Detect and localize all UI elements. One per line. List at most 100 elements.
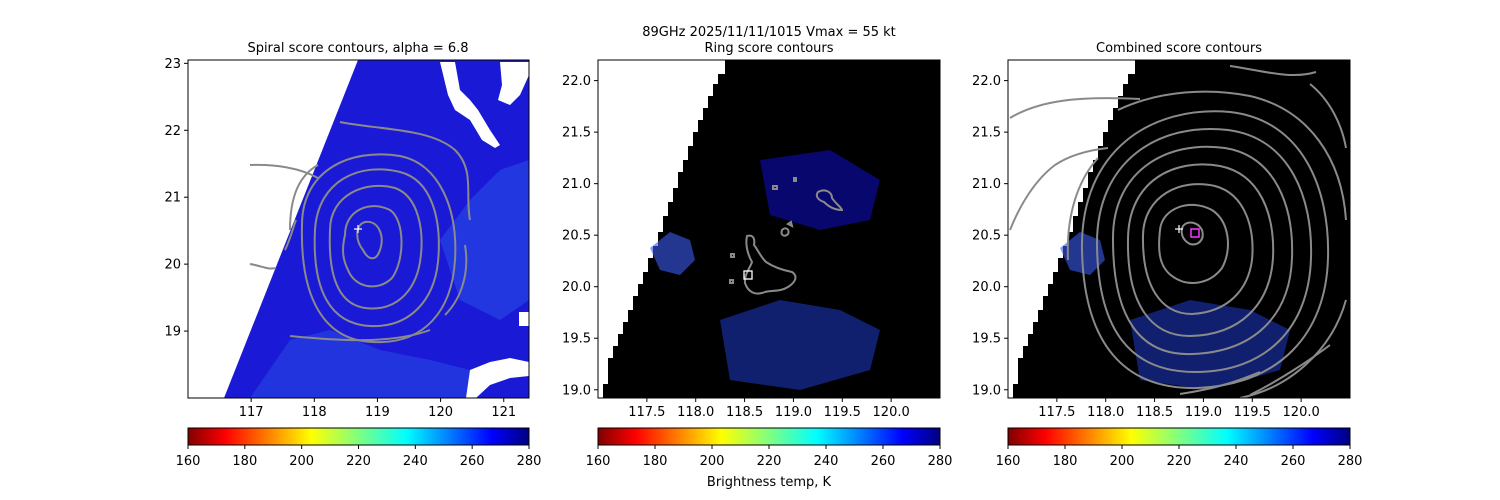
- x-tick-label: 117.5: [1038, 405, 1075, 420]
- combined-center-marker: [1190, 228, 1200, 238]
- contour-line: [1126, 163, 1275, 338]
- x-axis: 117.5 118.0 118.5 119.0 119.5 120.0: [1038, 398, 1320, 420]
- colorbar-tick-label: 260: [1281, 454, 1306, 469]
- colorbar-tick-label: 240: [814, 454, 839, 469]
- colorbar-gradient: [597, 427, 941, 446]
- center-marker: [354, 225, 362, 233]
- colorbar-tick-label: 200: [700, 454, 725, 469]
- contour-group: [729, 177, 844, 295]
- x-tick-label: 118.0: [677, 405, 714, 420]
- contour-line: [328, 184, 423, 310]
- contour-group: [1009, 65, 1347, 398]
- x-axis: 117 118 119 120 121: [239, 398, 516, 420]
- warm-region: [720, 300, 880, 390]
- contour-line: [1080, 110, 1330, 390]
- y-tick-label: 22: [164, 124, 181, 139]
- contour-line: [1158, 203, 1229, 284]
- colorbar-tick-label: 240: [1224, 454, 1249, 469]
- colorbar-tick-label: 220: [1167, 454, 1192, 469]
- axes-frame: [597, 59, 941, 399]
- contour-line: [1179, 344, 1331, 396]
- contour-line: [289, 121, 471, 342]
- colorbar: 160 180 200 220 240 260 280: [176, 427, 541, 469]
- x-tick-label: 117: [239, 405, 264, 420]
- colorbar-tick-label: 280: [928, 454, 953, 469]
- y-tick-label: 21.5: [562, 126, 591, 141]
- missing-data: [519, 312, 529, 326]
- y-tick-label: 19.0: [562, 383, 591, 398]
- x-tick-label: 119: [365, 405, 390, 420]
- axes-frame: [1007, 59, 1351, 399]
- colorbar-tick-label: 260: [460, 454, 485, 469]
- y-tick-label: 20: [164, 258, 181, 273]
- y-tick-label: 20.0: [972, 280, 1001, 295]
- missing-data: [440, 62, 500, 148]
- colorbar-tick-label: 220: [757, 454, 782, 469]
- y-tick-label: 20.5: [562, 229, 591, 244]
- contour-line: [1095, 128, 1313, 374]
- y-tick-label: 20.0: [562, 280, 591, 295]
- colorbar-gradient: [187, 427, 530, 446]
- x-tick-label: 121: [491, 405, 516, 420]
- x-tick-label: 119.0: [775, 405, 812, 420]
- y-tick-label: 21.0: [972, 177, 1001, 192]
- axes-frame: [187, 59, 530, 399]
- contour-line: [249, 163, 319, 179]
- y-tick-label: 21.0: [562, 177, 591, 192]
- colorbar-gradient: [1007, 427, 1351, 446]
- y-tick-label: 22.0: [972, 74, 1001, 89]
- colorbar-ticks: 160 180 200 220 240 260 280: [586, 445, 953, 469]
- y-tick-label: 21.5: [972, 126, 1001, 141]
- y-tick-label: 19.5: [562, 332, 591, 347]
- missing-data: [498, 62, 529, 105]
- x-tick-label: 119.0: [1185, 405, 1222, 420]
- colorbar-ticks: 160 180 200 220 240 260 280: [176, 445, 541, 469]
- x-tick-label: 118: [302, 405, 327, 420]
- contour-line: [1141, 183, 1254, 316]
- warm-region: [250, 330, 470, 398]
- contour-line: [786, 220, 794, 228]
- colorbar-tick-label: 220: [346, 454, 371, 469]
- x-tick-label: 120.0: [873, 405, 910, 420]
- colorbar-ticks: 160 180 200 220 240 260 280: [996, 445, 1362, 469]
- colorbar-label: Brightness temp, K: [707, 475, 832, 490]
- panel-combined: Combined score contours: [972, 41, 1362, 469]
- y-axis: 19 20 21 22 23: [164, 57, 188, 340]
- x-tick-label: 119.5: [824, 405, 861, 420]
- contour-line: [342, 205, 403, 288]
- contour-line: [313, 168, 440, 328]
- y-tick-label: 19.0: [972, 383, 1001, 398]
- x-tick-label: 120.0: [1283, 405, 1320, 420]
- colorbar-tick-label: 200: [1110, 454, 1135, 469]
- brightness-field: [603, 60, 940, 398]
- y-axis: 19.0 19.5 20.0 20.5 21.0 21.5 22.0: [972, 74, 1008, 398]
- contour-line: [356, 220, 383, 260]
- colorbar-tick-label: 160: [586, 454, 611, 469]
- colorbar-tick-label: 240: [403, 454, 428, 469]
- colorbar-tick-label: 180: [1053, 454, 1078, 469]
- brightness-field: [224, 60, 529, 398]
- contour-line: [1066, 90, 1347, 398]
- warm-region: [650, 232, 695, 275]
- contour-line: [743, 234, 797, 295]
- y-tick-label: 20.5: [972, 229, 1001, 244]
- y-tick-label: 19: [164, 325, 181, 340]
- colorbar-tick-label: 260: [871, 454, 896, 469]
- colorbar-tick-label: 160: [996, 454, 1021, 469]
- contour-line: [300, 153, 457, 344]
- contour-line: [729, 279, 734, 284]
- y-tick-label: 22.0: [562, 74, 591, 89]
- colorbar-tick-label: 180: [232, 454, 257, 469]
- contour-line: [1009, 147, 1109, 231]
- panel-title: Combined score contours: [1096, 41, 1262, 56]
- contour-line: [780, 227, 790, 237]
- colorbar: 160 180 200 220 240 260 280: [996, 427, 1362, 469]
- contour-line: [730, 253, 735, 258]
- center-marker: [1175, 225, 1183, 233]
- x-axis: 117.5 118.0 118.5 119.0 119.5 120.0: [628, 398, 910, 420]
- y-axis: 19.0 19.5 20.0 20.5 21.0 21.5 22.0: [562, 74, 598, 398]
- colorbar-tick-label: 160: [176, 454, 201, 469]
- warm-region: [440, 160, 529, 320]
- colorbar: 160 180 200 220 240 260 280: [586, 427, 953, 469]
